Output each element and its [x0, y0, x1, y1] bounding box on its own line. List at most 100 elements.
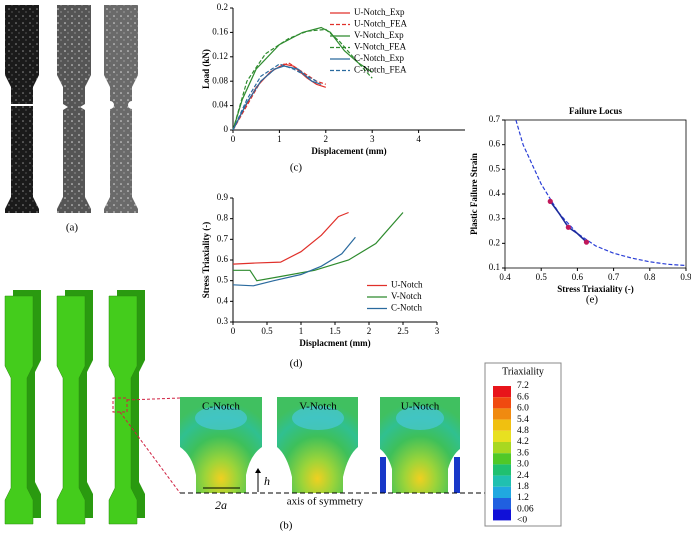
- x-tick-label: 2.5: [397, 326, 409, 336]
- colorbar-label: <0: [517, 516, 527, 526]
- y-tick-label: 0.4: [217, 295, 229, 305]
- colorbar-swatch: [493, 486, 511, 498]
- x-tick-label: 0.6: [572, 272, 584, 282]
- legend-label: V-Notch_Exp: [354, 30, 404, 40]
- colorbar-label: 4.8: [517, 426, 529, 436]
- colorbar-label: 6.6: [517, 392, 529, 402]
- series-line: [232, 62, 326, 131]
- panel-label: (b): [280, 520, 293, 532]
- y-axis-label: Stress Triaxiality (-): [201, 222, 211, 299]
- panel-label: (c): [290, 162, 303, 174]
- y-tick-label: 0.3: [489, 213, 501, 223]
- legend-label: V-Notch: [391, 291, 422, 301]
- y-tick-label: 0.9: [217, 192, 229, 202]
- notch-name: V-Notch: [299, 401, 337, 413]
- x-tick-label: 3: [435, 326, 440, 336]
- legend-label: U-Notch_Exp: [354, 7, 405, 17]
- colorbar-label: 2.4: [517, 471, 529, 481]
- y-tick-label: 0.6: [217, 254, 229, 264]
- panel-label: (e): [586, 294, 599, 306]
- zoom-lines: [112, 397, 181, 494]
- x-axis-label: Displacment (mm): [299, 338, 370, 348]
- series-line: [515, 119, 687, 267]
- height-label: h: [264, 474, 270, 488]
- series-line: [232, 211, 349, 265]
- colorbar-swatch: [493, 475, 511, 487]
- x-tick-label: 0.9: [680, 272, 691, 282]
- y-tick-label: 0.04: [212, 100, 228, 110]
- panel-label: (a): [66, 222, 79, 234]
- data-point: [547, 198, 553, 204]
- colorbar-label: 6.0: [517, 404, 529, 414]
- series-line: [232, 65, 322, 131]
- specimens: [4, 290, 145, 525]
- colorbar-label: 1.8: [517, 482, 529, 492]
- chart-title: Failure Locus: [569, 106, 623, 116]
- colorbar-label: 1.2: [517, 493, 529, 503]
- notch-panels: [180, 397, 490, 494]
- x-tick-label: 0.4: [499, 272, 511, 282]
- x-tick-label: 4: [416, 134, 421, 144]
- colorbar-swatch: [493, 464, 511, 476]
- series-line: [232, 236, 356, 287]
- y-tick-label: 0.3: [217, 316, 229, 326]
- x-tick-label: 0.8: [644, 272, 656, 282]
- colorbar-swatch: [493, 419, 511, 431]
- specimen: [4, 295, 34, 525]
- colorbar-swatch: [493, 408, 511, 420]
- data-point: [583, 239, 590, 245]
- legend-label: C-Notch: [391, 303, 422, 313]
- y-tick-label: 0.6: [489, 139, 501, 149]
- x-tick-label: 1: [299, 326, 304, 336]
- x-tick-label: 1.5: [329, 326, 341, 336]
- y-tick-label: 0.7: [489, 114, 501, 124]
- colorbar-swatch: [493, 442, 511, 454]
- x-tick-label: 2: [324, 134, 329, 144]
- series-line: [232, 28, 373, 131]
- y-tick-label: 0.08: [212, 75, 228, 85]
- series-line: [232, 63, 326, 131]
- legend-label: U-Notch: [391, 280, 423, 290]
- colorbar-label: 0.06: [517, 504, 534, 514]
- x-tick-label: 3: [370, 134, 375, 144]
- colorbar-swatch: [493, 430, 511, 442]
- x-tick-label: 1: [277, 134, 282, 144]
- x-tick-label: 0.7: [608, 272, 620, 282]
- y-tick-label: 0.7: [217, 233, 229, 243]
- y-tick-label: 0.5: [489, 163, 501, 173]
- colorbar-swatch: [493, 498, 511, 510]
- x-axis-label: Displacement (mm): [311, 146, 386, 156]
- series-line: [232, 63, 317, 131]
- axis-label: axis of symmetry: [287, 496, 364, 508]
- y-tick-label: 0.5: [217, 275, 229, 285]
- colorbar-title: Triaxiality: [502, 366, 544, 377]
- specimen: [56, 295, 86, 525]
- colorbar-label: 5.4: [517, 415, 529, 425]
- y-tick-label: 0.12: [212, 51, 228, 61]
- legend-label: V-Notch_FEA: [354, 42, 407, 52]
- legend-label: C-Notch_FEA: [354, 65, 407, 75]
- colorbar: Triaxiality7.26.66.05.44.84.23.63.02.41.…: [484, 362, 562, 527]
- y-tick-label: 0.1: [489, 262, 500, 272]
- width-label: 2a: [215, 498, 227, 512]
- colorbar-label: 3.6: [517, 448, 529, 458]
- notch-name: U-Notch: [401, 401, 440, 413]
- y-tick-label: 0.2: [217, 2, 228, 12]
- x-tick-label: 0: [231, 134, 236, 144]
- x-axis-label: Stress Triaxiality (-): [557, 284, 634, 294]
- y-axis-label: Plastic Failure Strain: [469, 153, 479, 235]
- x-tick-label: 0.5: [536, 272, 548, 282]
- colorbar-label: 4.2: [517, 437, 529, 447]
- y-tick-label: 0.2: [489, 237, 500, 247]
- specimen: [108, 295, 138, 525]
- series-line: [549, 200, 588, 243]
- y-axis-label: Load (kN): [201, 49, 211, 89]
- legend-label: U-Notch_FEA: [354, 19, 407, 29]
- photo: [5, 5, 138, 213]
- data-point: [565, 224, 571, 230]
- x-tick-label: 0: [231, 326, 236, 336]
- colorbar-swatch: [493, 397, 511, 409]
- legend-label: C-Notch_Exp: [354, 53, 404, 63]
